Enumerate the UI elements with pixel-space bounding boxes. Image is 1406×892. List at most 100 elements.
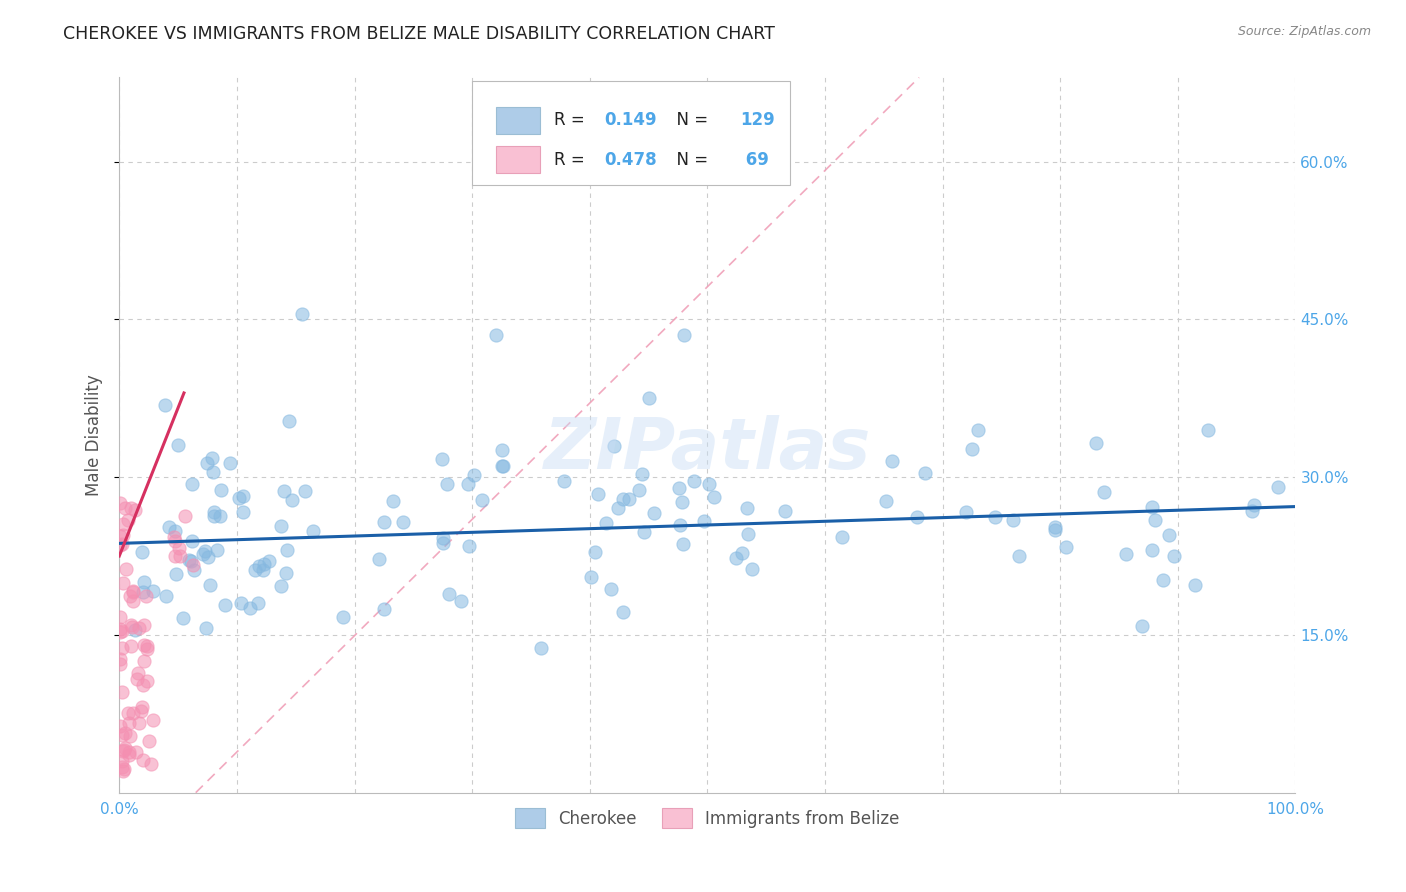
Point xyxy=(166,566,188,581)
Point xyxy=(246,596,269,610)
Point xyxy=(257,554,280,568)
Y-axis label: Male Disability: Male Disability xyxy=(86,374,103,496)
Point xyxy=(579,569,602,583)
Point xyxy=(373,515,395,529)
Point xyxy=(112,576,135,591)
Point xyxy=(128,716,150,731)
Point xyxy=(682,474,704,488)
Point xyxy=(163,549,186,564)
Point xyxy=(167,438,190,452)
Point xyxy=(131,545,153,559)
Point xyxy=(120,589,142,603)
Point xyxy=(491,459,513,474)
Point xyxy=(595,516,617,530)
Point xyxy=(693,514,716,528)
Point xyxy=(155,589,177,603)
Point xyxy=(111,516,134,531)
Point xyxy=(1008,549,1031,564)
Point xyxy=(432,531,454,545)
Point xyxy=(228,491,250,506)
Point xyxy=(120,640,142,654)
Point xyxy=(1152,573,1174,587)
Point xyxy=(436,476,458,491)
Point xyxy=(612,605,634,619)
Point xyxy=(172,610,194,624)
Point xyxy=(120,618,142,632)
Point xyxy=(668,481,690,495)
Point xyxy=(118,747,141,762)
Point xyxy=(110,610,132,624)
Point xyxy=(202,465,225,479)
Point xyxy=(1054,541,1077,555)
Point xyxy=(112,528,135,542)
Point xyxy=(201,451,224,466)
Text: 69: 69 xyxy=(741,151,769,169)
Point xyxy=(1130,619,1153,633)
Point xyxy=(669,517,692,532)
Point xyxy=(273,484,295,499)
Point xyxy=(457,477,479,491)
Point xyxy=(132,654,155,668)
Point xyxy=(617,492,640,507)
Point xyxy=(142,714,165,728)
Point xyxy=(208,508,231,523)
Point xyxy=(1163,549,1185,563)
Point xyxy=(1043,520,1066,534)
Point xyxy=(633,525,655,540)
Point xyxy=(195,456,218,470)
Point xyxy=(252,563,274,577)
Point xyxy=(157,520,180,534)
Text: R =: R = xyxy=(554,112,591,129)
Point xyxy=(875,494,897,508)
Point xyxy=(111,759,134,773)
Point xyxy=(637,391,659,405)
Point xyxy=(643,506,665,520)
Point xyxy=(381,493,404,508)
Point xyxy=(703,490,725,504)
Point xyxy=(672,536,695,550)
Point xyxy=(492,459,515,474)
Point xyxy=(179,553,201,567)
Point xyxy=(730,546,752,560)
Point xyxy=(110,624,132,639)
Point xyxy=(960,442,983,457)
Point xyxy=(110,622,132,636)
Point xyxy=(458,540,481,554)
Point xyxy=(142,583,165,598)
Point xyxy=(270,519,292,533)
Point xyxy=(232,504,254,518)
Point xyxy=(132,585,155,599)
Point xyxy=(110,538,132,552)
Point xyxy=(239,601,262,615)
Point xyxy=(600,582,623,596)
Text: N =: N = xyxy=(666,112,714,129)
Point xyxy=(167,541,190,555)
Point xyxy=(110,657,132,671)
Point xyxy=(373,602,395,616)
Point xyxy=(110,754,132,768)
Point xyxy=(741,562,763,576)
Point xyxy=(111,685,134,699)
Point xyxy=(121,619,143,633)
Bar xyxy=(496,107,540,134)
Point xyxy=(1184,578,1206,592)
Point xyxy=(1243,498,1265,512)
Point xyxy=(724,550,747,565)
Point xyxy=(491,443,513,458)
Point xyxy=(281,492,304,507)
Text: Source: ZipAtlas.com: Source: ZipAtlas.com xyxy=(1237,25,1371,38)
Point xyxy=(111,743,134,757)
Point xyxy=(1267,480,1289,494)
Text: 0.149: 0.149 xyxy=(603,112,657,129)
Point xyxy=(1143,513,1166,527)
Point xyxy=(125,672,148,686)
Point xyxy=(132,574,155,589)
Point xyxy=(112,743,135,757)
Point xyxy=(202,505,225,519)
Point xyxy=(249,558,271,573)
Point xyxy=(115,562,138,576)
Point xyxy=(117,513,139,527)
Point xyxy=(132,678,155,692)
Point xyxy=(219,456,242,470)
Text: 129: 129 xyxy=(741,112,775,129)
